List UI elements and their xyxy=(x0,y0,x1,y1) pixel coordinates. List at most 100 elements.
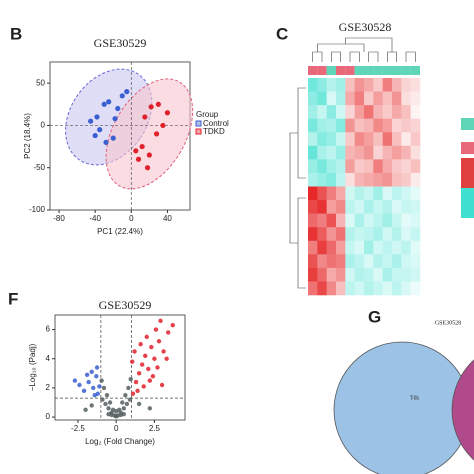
heat-cell xyxy=(392,118,402,133)
heat-cell xyxy=(317,159,327,174)
heat-cell xyxy=(382,105,393,119)
heat-cell xyxy=(373,240,383,255)
heat-cell xyxy=(326,227,337,242)
point xyxy=(89,369,94,375)
heat-cell xyxy=(354,213,365,228)
heat-cell xyxy=(336,132,346,147)
heat-cell xyxy=(364,200,374,214)
panel-title: GSE30529 xyxy=(99,298,152,312)
point xyxy=(155,365,160,370)
heat-cell xyxy=(317,227,327,242)
group-bar xyxy=(354,66,364,75)
heat-cell xyxy=(345,172,355,187)
heat-cell xyxy=(317,132,327,147)
heat-cell xyxy=(373,213,383,228)
heat-cell xyxy=(401,159,411,174)
heat-cell xyxy=(326,254,337,269)
legend-label: Control xyxy=(203,119,229,128)
heat-cell xyxy=(336,118,346,133)
heat-cell xyxy=(392,172,402,187)
heat-cell xyxy=(308,91,318,106)
heat-cell xyxy=(373,132,383,147)
point xyxy=(99,378,104,383)
dendrogram xyxy=(405,51,416,62)
y-tick-label: 4 xyxy=(46,354,51,363)
point xyxy=(123,393,128,398)
x-tick-label: -40 xyxy=(89,214,101,223)
x-tick-label: 0 xyxy=(129,214,134,223)
heat-cell xyxy=(382,200,393,214)
point xyxy=(147,406,153,411)
heat-cell xyxy=(392,240,402,255)
point xyxy=(100,397,105,402)
group-bar xyxy=(392,66,402,75)
point xyxy=(127,397,133,402)
heat-cell xyxy=(317,172,327,187)
point xyxy=(143,353,148,359)
heat-cell xyxy=(401,200,411,214)
point xyxy=(149,344,154,350)
heat-cell xyxy=(373,254,383,269)
heat-cell xyxy=(326,118,337,133)
point xyxy=(86,379,91,385)
heat-cell xyxy=(382,172,393,187)
point xyxy=(141,384,146,389)
heat-cell xyxy=(317,213,327,228)
point xyxy=(147,378,153,383)
point xyxy=(83,407,88,412)
heat-cell xyxy=(401,105,411,119)
point xyxy=(97,127,103,133)
heat-cell xyxy=(410,172,421,187)
heat-cell xyxy=(345,240,355,255)
group-bar xyxy=(364,66,374,75)
heat-cell xyxy=(336,159,346,174)
point xyxy=(88,118,94,124)
heat-cell xyxy=(410,105,421,119)
y-tick-label: 50 xyxy=(36,78,45,87)
heat-cell xyxy=(373,172,383,187)
heat-cell xyxy=(382,159,393,174)
heat-cell xyxy=(336,91,346,106)
heat-cell xyxy=(382,132,393,147)
x-axis-label: PC1 (22.4%) xyxy=(97,227,143,236)
panel-label: G xyxy=(368,307,381,326)
heat-cell xyxy=(336,240,346,255)
heat-cell xyxy=(326,159,337,174)
heat-cell xyxy=(308,227,318,242)
heat-cell xyxy=(308,145,318,160)
point xyxy=(97,384,102,389)
point xyxy=(126,385,131,391)
group-bar xyxy=(326,66,336,75)
heat-cell xyxy=(392,227,402,242)
heat-cell xyxy=(345,78,355,92)
panel-title: GSE30528 xyxy=(339,20,392,34)
heat-cell xyxy=(364,240,374,255)
heat-cell xyxy=(373,281,383,296)
point xyxy=(160,122,166,129)
point xyxy=(92,393,97,398)
heat-cell xyxy=(354,145,365,160)
heat-cell xyxy=(345,281,355,296)
point xyxy=(124,89,130,95)
group-ellipse xyxy=(105,78,194,190)
heat-cell xyxy=(317,200,327,214)
heat-cell xyxy=(382,91,393,106)
legend-swatch xyxy=(195,128,202,135)
heat-cell xyxy=(326,91,337,106)
heat-cell xyxy=(410,281,421,296)
heat-cell xyxy=(308,118,318,133)
group-bar xyxy=(382,66,392,75)
point xyxy=(158,318,163,324)
heat-cell xyxy=(364,105,374,119)
heat-cell xyxy=(308,213,318,228)
point xyxy=(77,382,82,388)
y-tick-label: 0 xyxy=(41,121,46,130)
heat-cell xyxy=(317,186,327,201)
venn-label: Tds xyxy=(410,395,420,401)
heat-cell xyxy=(401,213,411,228)
heat-cell xyxy=(354,200,365,214)
heat-cell xyxy=(373,145,383,160)
heat-cell xyxy=(364,186,374,201)
heat-cell xyxy=(382,145,393,160)
heat-cell xyxy=(373,200,383,214)
